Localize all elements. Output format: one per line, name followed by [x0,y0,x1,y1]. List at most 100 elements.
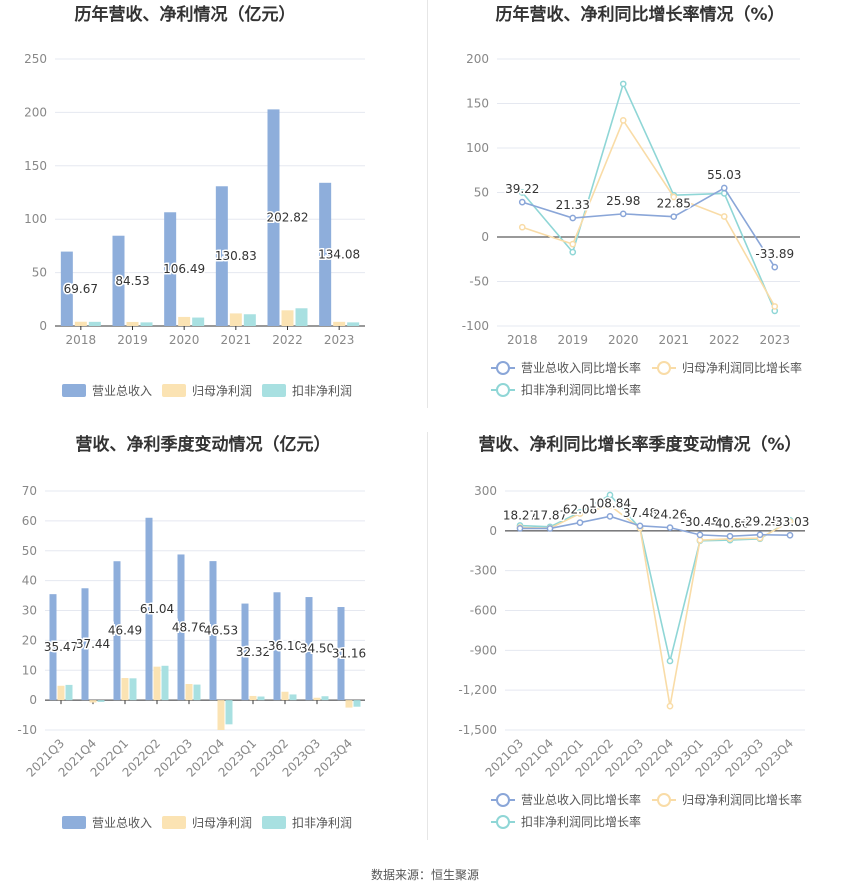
bar-revenue [319,182,332,326]
data-label: 24.26 [653,508,687,522]
bar-revenue [112,235,125,326]
chart-title: 历年营收、净利情况（亿元） [75,4,296,25]
bar-net-profit [333,321,346,326]
bar-revenue [164,212,177,326]
line-point [771,263,779,271]
legend-swatch [262,384,286,397]
bar-deducted-profit [225,700,233,725]
line-point [576,510,584,517]
data-label: 25.98 [606,194,640,208]
y-tick-label: -50 [469,275,489,289]
x-tick-label: 2021 [658,333,689,347]
x-tick-label: 2020 [608,333,639,347]
y-tick-label: 20 [22,633,37,647]
bar-net-profit [126,321,139,326]
bar-net-profit [229,313,242,326]
bar-revenue [60,251,73,326]
legend-swatch [62,384,86,397]
bar-net-profit [345,700,353,708]
data-label: 32.32 [236,645,270,659]
data-label: 130.83 [215,249,257,263]
bar-revenue [145,517,153,701]
y-tick-label: 0 [481,230,489,244]
line-point [720,213,728,220]
legend-label: 扣非净利润 [292,816,352,830]
data-label: 69.67 [64,282,98,296]
data-label: 62.08 [563,503,597,517]
data-label: 202.82 [267,211,309,225]
data-label: 108.84 [589,496,631,510]
y-tick-label: 200 [466,52,489,66]
bar-revenue [215,186,228,326]
data-label: 134.08 [318,247,360,261]
data-label: 31.16 [332,647,366,661]
line-point [569,248,577,256]
chart-quarterly-revenue-profit: 营收、净利季度变动情况（亿元） -10 0 10 20 30 40 50 60 70 2021Q3 2… [0,430,425,850]
chart-title: 营收、净利同比增长率季度变动情况（%） [478,434,801,455]
bar-net-profit [281,691,289,701]
x-tick-label: 2021 [221,333,252,347]
chart-quarterly-growth-rate: 营收、净利同比增长率季度变动情况（%） -1,500 -1,200 -900 -600 -… [425,430,850,850]
line-point [569,240,577,248]
bar-net-profit [313,697,321,701]
line-point [518,223,526,231]
bar-deducted-profit [347,322,360,326]
y-tick-label: 150 [466,97,489,111]
y-tick-label: 250 [24,52,47,66]
bar-deducted-profit [97,700,105,702]
legend-swatch [262,816,286,829]
chart-title: 营收、净利季度变动情况（亿元） [76,434,331,455]
bar-deducted-profit [161,665,169,701]
line-point [518,189,526,196]
bar-revenue [305,597,313,701]
y-tick-label: 40 [22,574,37,588]
data-label: 37.44 [76,637,110,651]
y-tick-label: 10 [22,663,37,677]
line-point [696,536,704,544]
quarterly-revenue-profit-svg: 营收、净利季度变动情况（亿元）-100102030405060702021Q32… [17,434,367,830]
legend-swatch [162,384,186,397]
line-point [606,502,614,509]
y-tick-label: 50 [22,544,37,558]
y-tick-label: 0 [489,524,497,538]
y-tick-label: 150 [24,159,47,173]
line-point [576,519,584,526]
line-point [786,518,794,525]
data-label: -29.25 [741,515,780,529]
vertical-divider-bottom [427,432,428,840]
data-label: 61.04 [140,602,174,616]
y-tick-label: -100 [462,319,489,333]
data-label: -33.89 [755,247,794,261]
legend-label: 扣非净利润同比增长率 [521,382,641,397]
legend-label: 归母净利润 [192,816,252,830]
y-tick-label: 50 [32,266,47,280]
legend-label: 归母净利润同比增长率 [682,792,802,807]
y-tick-label: 50 [474,186,489,200]
legend-label: 归母净利润同比增长率 [682,360,802,375]
legend-label: 营业总收入同比增长率 [521,792,641,807]
data-label: 37.48 [623,506,657,520]
series-line-deducted-profit [519,493,791,662]
y-tick-label: -300 [470,564,497,578]
data-label: 18.27 [503,508,537,522]
bar-net-profit [178,316,191,326]
data-label: 84.53 [115,274,149,288]
y-tick-label: 300 [474,484,497,498]
bar-deducted-profit [295,308,308,326]
legend-swatch [162,816,186,829]
bar-revenue [49,594,57,701]
line-point [619,80,627,88]
y-tick-label: -600 [470,604,497,618]
bar-revenue [241,603,249,701]
line-point [619,210,627,218]
chart-annual-revenue-profit: 历年营收、净利情况（亿元） 0 50 100 150 200 250 2018 2019 2020… [0,0,425,410]
bar-net-profit [57,685,65,701]
line-point [518,198,526,206]
bar-deducted-profit [243,314,256,326]
line-point [516,525,524,532]
y-tick-label: 60 [22,514,37,528]
annual-revenue-profit-svg: 历年营收、净利情况（亿元） 0 50 100 150 200 250 2018 2019 2020… [24,4,365,398]
legend-marker [496,815,510,829]
bar-deducted-profit [353,700,361,707]
bar-revenue [81,588,89,701]
